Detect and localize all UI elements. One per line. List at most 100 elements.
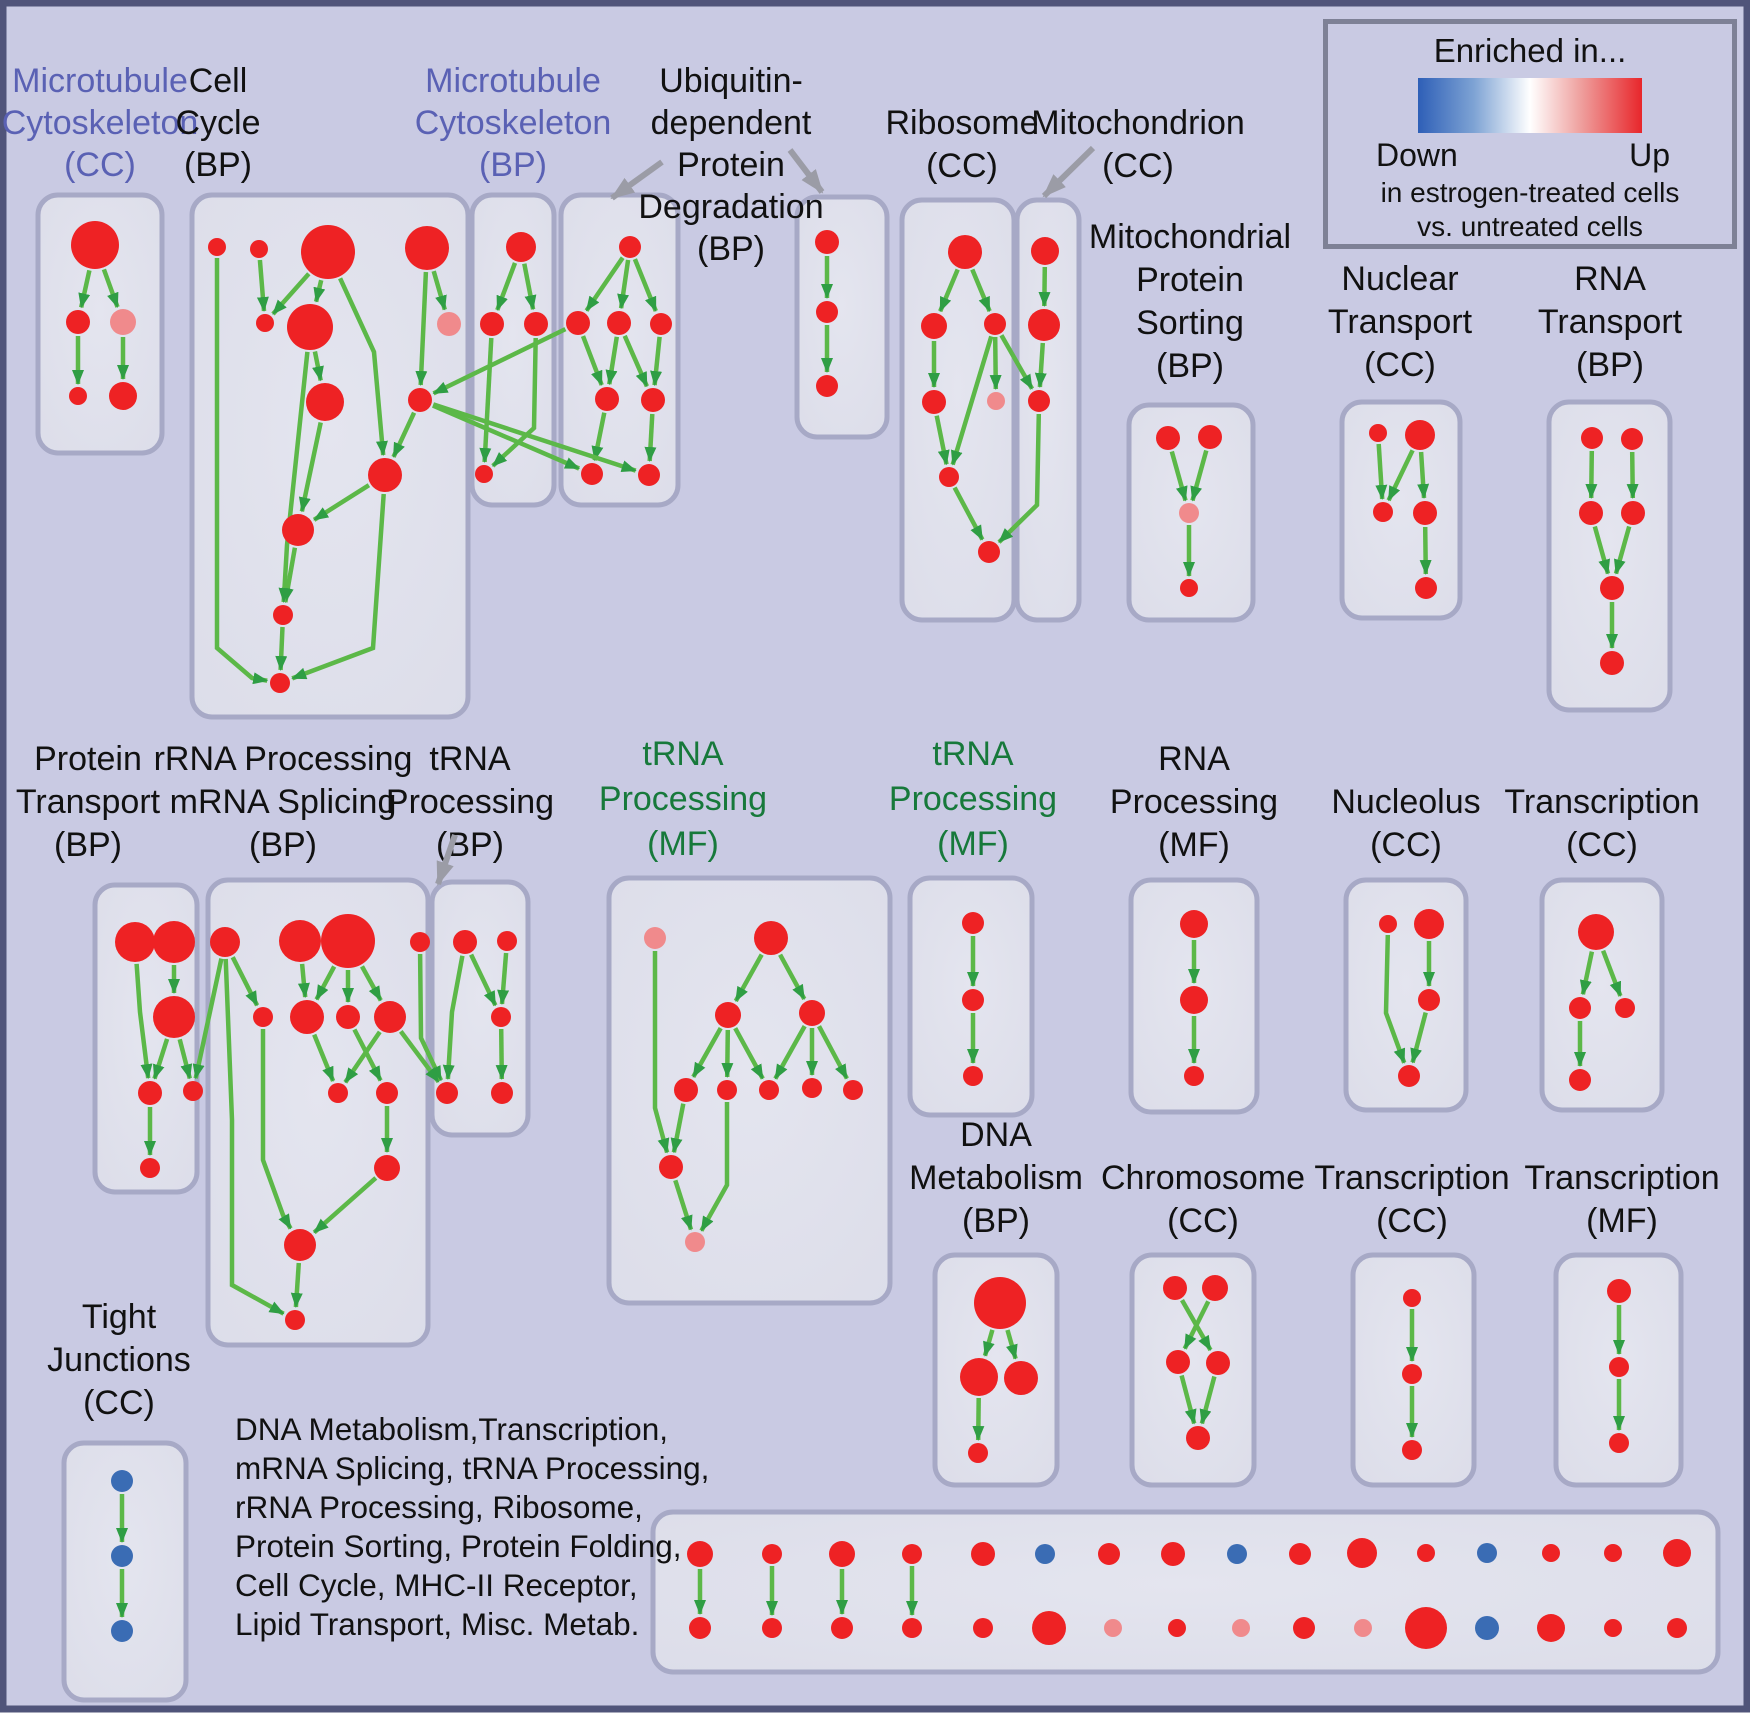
go-term-node-red [1402, 1440, 1422, 1460]
go-term-node-red [715, 1002, 741, 1028]
go-term-node-red [279, 920, 321, 962]
hierarchy-edge [617, 259, 631, 310]
hierarchy-edge [1600, 949, 1623, 997]
hierarchy-edge [778, 953, 807, 1001]
go-term-node-red [1667, 1618, 1687, 1638]
collapsed-categories-note: Protein Sorting, Protein Folding, [235, 1528, 682, 1564]
go-term-node-red [153, 996, 195, 1038]
go-term-node-red [374, 1155, 400, 1181]
go-term-node-red [480, 312, 504, 336]
hierarchy-edge [415, 271, 429, 386]
go-term-node-pink [685, 1232, 705, 1252]
protein-transport-label: Protein [34, 740, 142, 778]
mixed-panel-box [650, 1509, 1721, 1675]
hierarchy-edge [817, 1025, 849, 1080]
go-term-node-red [1537, 1614, 1565, 1642]
go-term-node-blue [111, 1620, 133, 1642]
transcription-mf-label: (MF) [1586, 1202, 1658, 1240]
hierarchy-edge [275, 626, 288, 671]
hierarchy-edge [495, 1028, 508, 1080]
go-term-node-red [717, 1080, 737, 1100]
go-term-node-red [815, 230, 839, 254]
rna-transport-label: (BP) [1576, 346, 1644, 384]
go-term-node-red [1198, 425, 1222, 449]
go-term-node-red [183, 1081, 203, 1101]
go-term-node-blue [111, 1545, 133, 1567]
hierarchy-edge [1613, 525, 1632, 575]
go-term-node-red [153, 921, 195, 963]
go-term-node-red [962, 912, 984, 934]
go-term-node-blue [1227, 1544, 1247, 1564]
go-term-node-red [115, 922, 155, 962]
go-term-node-red [374, 1001, 406, 1033]
hierarchy-edge [152, 1038, 170, 1080]
hierarchy-edge [1417, 451, 1430, 499]
hierarchy-edge [580, 335, 604, 386]
rna-transport-label: Transport [1538, 303, 1683, 341]
go-term-node-red [1032, 1611, 1066, 1645]
go-term-node-red [1621, 428, 1643, 450]
go-term-node-red [1289, 1543, 1311, 1565]
go-term-node-red [69, 387, 87, 405]
go-term-node-red [1031, 237, 1059, 265]
go-term-node-red [1581, 427, 1603, 449]
go-term-node-red [270, 673, 290, 693]
hierarchy-edge [134, 963, 153, 1080]
hierarchy-edge [290, 1262, 303, 1308]
rna-processing-mf-label: Processing [1110, 783, 1278, 821]
go-term-node-pink [1354, 1619, 1372, 1637]
mito-sorting-label: Protein [1136, 261, 1244, 299]
label-pointer-arrow [787, 148, 825, 194]
go-term-node-red [971, 1542, 995, 1566]
go-term-node-red [109, 382, 137, 410]
nuclear-transport-label: Transport [1328, 303, 1473, 341]
go-term-node-red [321, 914, 375, 968]
transcription-cc-lower-label: (CC) [1376, 1202, 1448, 1240]
go-term-node-red [973, 1618, 993, 1638]
hierarchy-edge [312, 1033, 336, 1082]
legend-extremes: Down Up [1328, 133, 1732, 174]
hierarchy-edge [298, 422, 323, 513]
go-term-node-red [491, 1082, 513, 1104]
hierarchy-edge [391, 411, 417, 458]
go-term-node-red [284, 1229, 316, 1261]
mito-sorting-label: Sorting [1136, 304, 1244, 342]
tight-junctions-label: Junctions [47, 1341, 191, 1379]
go-term-node-red [754, 921, 788, 955]
transcription-cc-lower-label: Transcription [1314, 1159, 1509, 1197]
rrna-mrna-label: (BP) [249, 826, 317, 864]
go-term-node-red [1414, 909, 1444, 939]
go-term-node-red [1609, 1433, 1629, 1453]
go-term-node-red [922, 390, 946, 414]
go-term-node-red [921, 313, 947, 339]
hierarchy-edge [1038, 266, 1051, 307]
hierarchy-edge [673, 1179, 694, 1231]
go-term-node-red [689, 1617, 711, 1639]
go-term-node-red [1180, 986, 1208, 1014]
go-term-node-blue [1035, 1544, 1055, 1564]
label-pointer-arrow [1041, 145, 1096, 199]
legend-up-label: Up [1629, 136, 1670, 173]
hierarchy-edge [699, 1102, 730, 1232]
label-pointer-arrow [610, 159, 664, 201]
hierarchy-edge [230, 956, 260, 1007]
mito-sorting-label: (BP) [1156, 347, 1224, 385]
nucleolus-cc-label: Nucleolus [1331, 783, 1480, 821]
hierarchy-edge [1169, 450, 1188, 502]
hierarchy-edge [989, 336, 1002, 390]
go-term-node-pink [437, 312, 461, 336]
hierarchy-edge [495, 262, 518, 311]
go-term-node-red [802, 1078, 822, 1098]
hierarchy-edge [632, 258, 658, 312]
go-term-node-red [619, 236, 641, 258]
hierarchy-edge [522, 263, 537, 311]
nuclear-transport-label: (CC) [1364, 346, 1436, 384]
go-term-node-red [285, 1310, 305, 1330]
mitochondrion-cc-label: Mitochondrion [1031, 104, 1245, 142]
hierarchy-edge [432, 403, 581, 471]
dna-metabolism-label: DNA [960, 1116, 1032, 1154]
go-term-node-red [687, 1541, 713, 1567]
ubiquitin-bp-label: (BP) [697, 230, 765, 268]
ubiquitin-bp-label: Degradation [638, 188, 823, 226]
hierarchy-edge [177, 1038, 193, 1080]
